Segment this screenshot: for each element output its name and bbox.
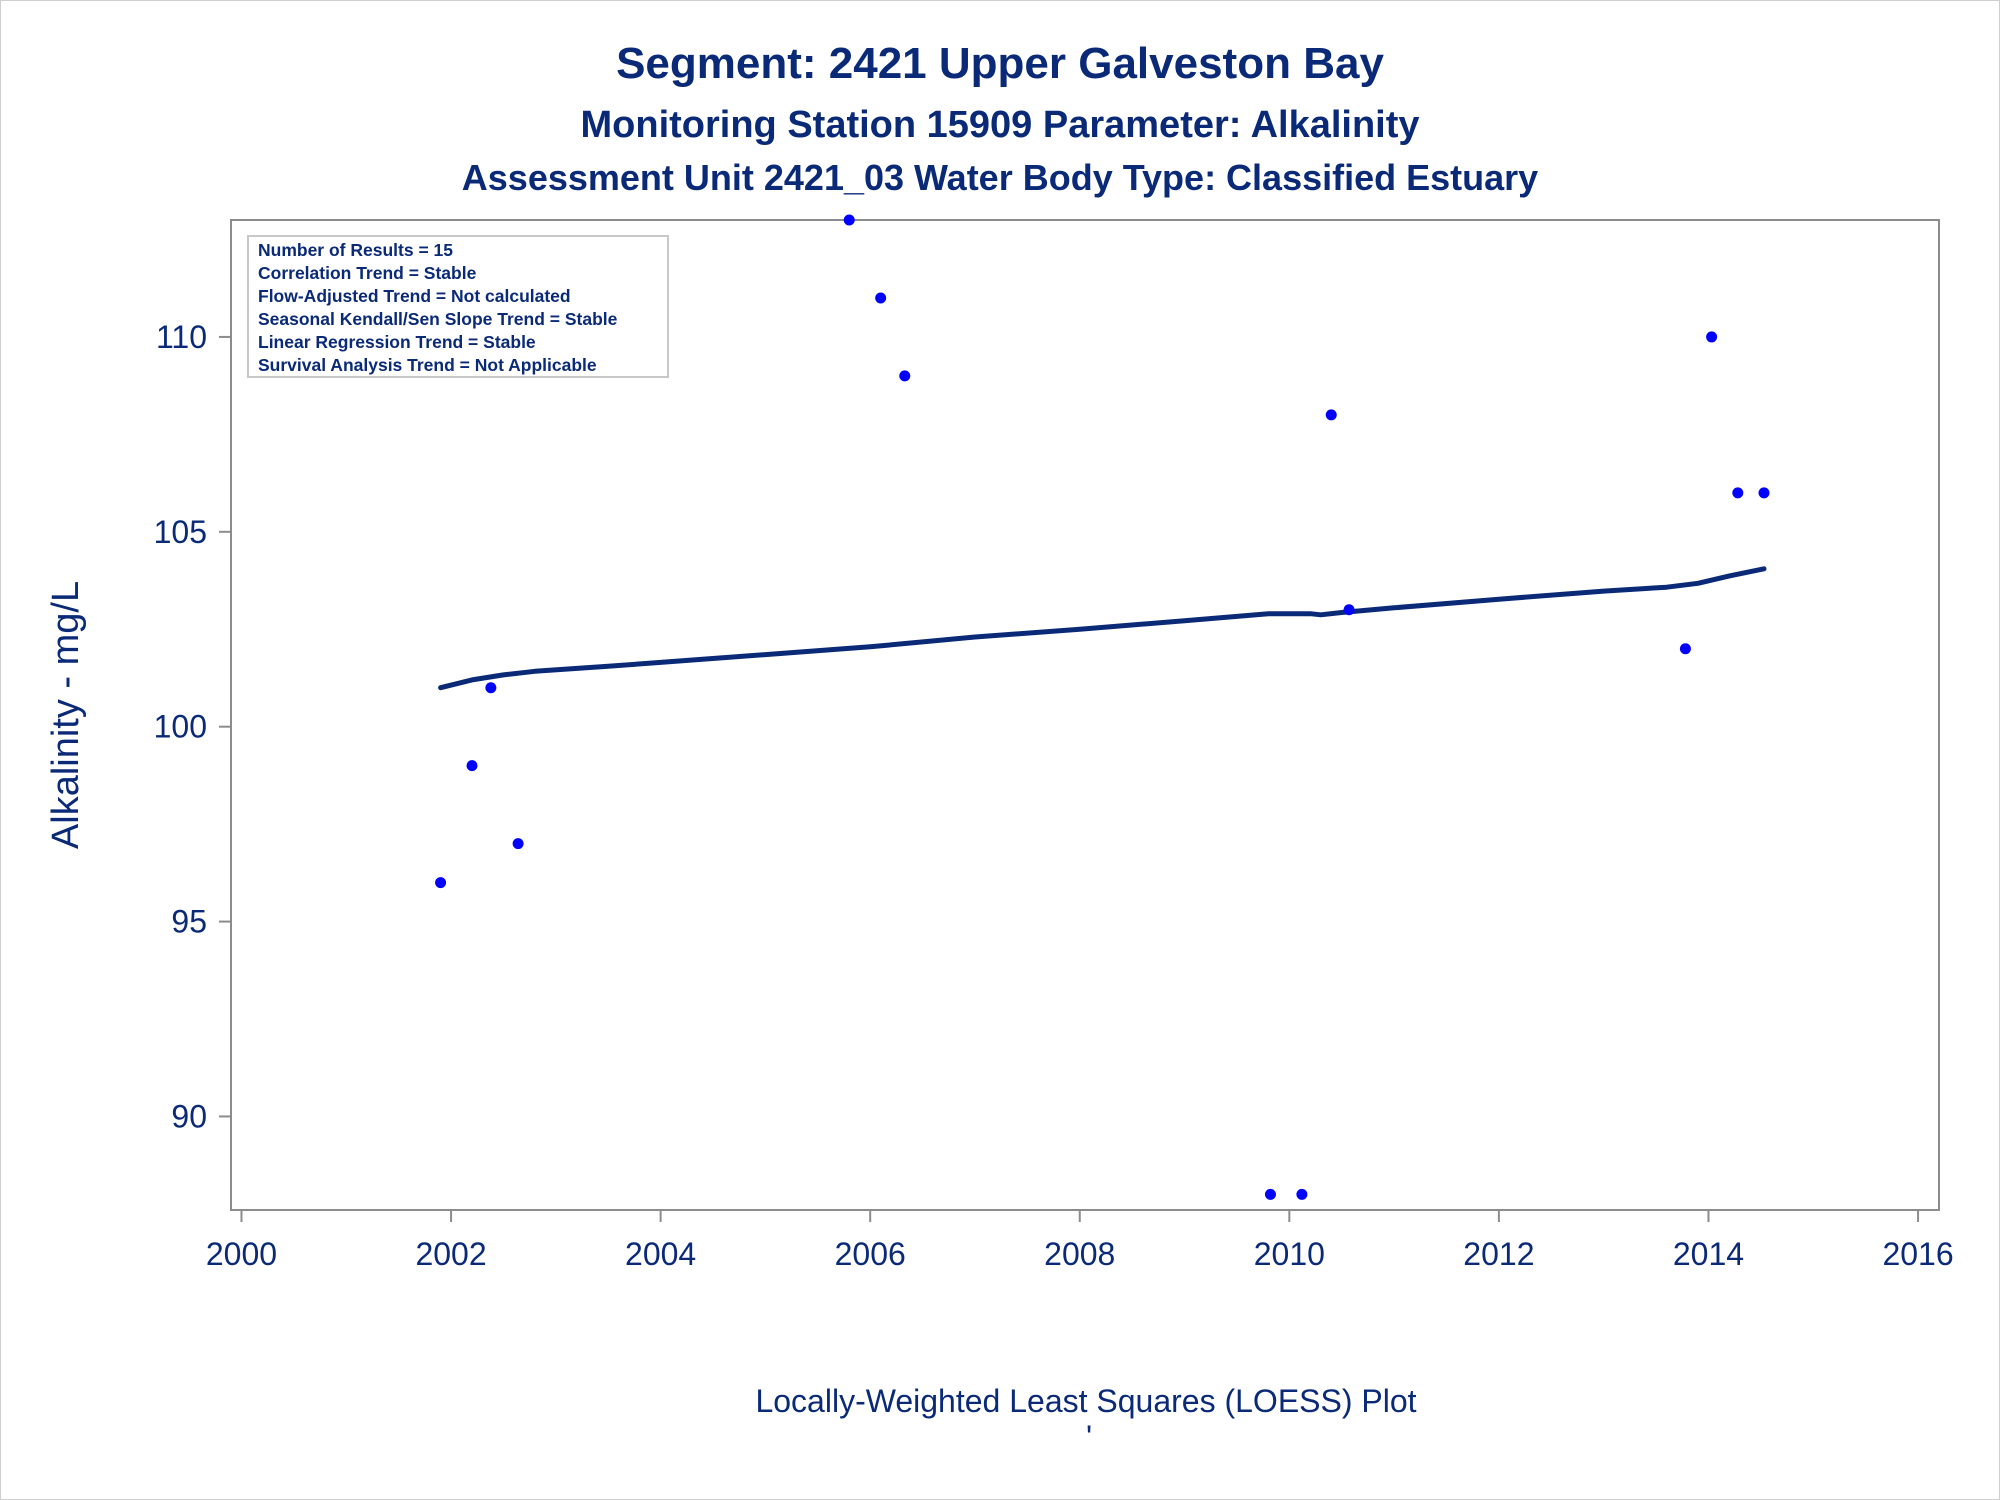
footnote: Locally-Weighted Least Squares (LOESS) P… [755,1383,1416,1419]
x-tick-label: 2006 [835,1236,906,1272]
info-line: Flow-Adjusted Trend = Not calculated [258,286,571,306]
chart-subtitle-2: Assessment Unit 2421_03 Water Body Type:… [462,157,1538,198]
data-point [843,214,855,226]
y-tick-label: 110 [156,319,207,355]
info-line: Seasonal Kendall/Sen Slope Trend = Stabl… [258,309,618,329]
y-axis: 90 95 100 105 110 [154,319,231,1134]
data-point [1264,1188,1276,1200]
data-point [1732,487,1744,499]
data-point [512,838,524,850]
loess-line [438,566,1767,691]
y-tick-label: 95 [171,904,207,940]
x-tick-label: 2016 [1882,1236,1953,1272]
y-tick-label: 100 [154,709,207,745]
data-point [875,292,887,304]
data-point [899,370,911,382]
x-tick-label: 2010 [1254,1236,1325,1272]
data-point [466,760,478,772]
info-line: Survival Analysis Trend = Not Applicable [258,355,597,375]
x-tick-label: 2004 [625,1236,696,1272]
data-point [1706,331,1718,343]
x-axis: 2000 2002 2004 2006 2008 2010 2012 2014 2016 [206,1210,1954,1272]
info-line: Linear Regression Trend = Stable [258,332,536,352]
data-point [435,877,447,889]
x-tick-label: 2002 [415,1236,486,1272]
plot-area [230,219,1940,1211]
data-point [1343,604,1355,616]
data-point [1325,409,1337,421]
x-tick-label: 2014 [1673,1236,1744,1272]
data-point [485,682,497,694]
chart-title: Segment: 2421 Upper Galveston Bay [616,39,1384,88]
info-line: Correlation Trend = Stable [258,263,477,283]
info-box: Number of Results = 15 Correlation Trend… [247,235,669,378]
data-point [1679,643,1691,655]
data-point [1758,487,1770,499]
x-tick-label: 2012 [1463,1236,1534,1272]
chart-subtitle: Monitoring Station 15909 Parameter: Alka… [580,104,1419,146]
data-points [435,214,1770,1200]
x-tick-label: 2000 [206,1236,277,1272]
y-tick-label: 105 [154,514,207,550]
footnote-mark: ' [1086,1419,1092,1455]
x-tick-label: 2008 [1044,1236,1115,1272]
y-axis-label: Alkalinity - mg/L [45,581,87,849]
data-point [1296,1188,1308,1200]
y-tick-label: 90 [171,1098,207,1134]
info-line: Number of Results = 15 [258,240,453,260]
info-box-border [247,235,669,378]
